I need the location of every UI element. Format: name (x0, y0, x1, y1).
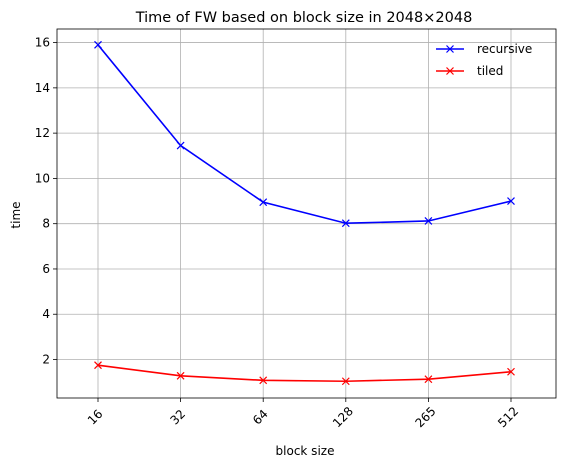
data-point-recursive (259, 198, 268, 207)
series-recursive (94, 40, 515, 228)
y-tick-label: 2 (42, 353, 50, 367)
y-tick-label: 12 (35, 126, 50, 140)
legend-item-recursive: recursive (436, 42, 532, 56)
y-tick-label: 8 (42, 217, 50, 231)
legend-marker (446, 67, 454, 75)
data-point-recursive (507, 197, 515, 205)
y-axis-label: time (9, 201, 23, 228)
series-tiled (94, 361, 515, 386)
grid-lines (57, 29, 556, 398)
data-point-recursive (424, 217, 433, 225)
y-tick-label: 6 (42, 262, 50, 276)
y-tick-label: 14 (35, 81, 50, 95)
x-axis-label: block size (276, 444, 335, 458)
data-point-tiled (259, 376, 268, 385)
series-line-recursive (97, 44, 512, 225)
chart-title: Time of FW based on block size in 2048×2… (135, 10, 473, 26)
y-tick-label: 10 (35, 171, 50, 185)
data-point-recursive (341, 219, 350, 228)
legend-label: tiled (477, 64, 503, 78)
data-point-tiled (94, 361, 102, 370)
data-point-tiled (424, 375, 433, 384)
y-tick-label: 16 (35, 36, 50, 50)
y-tick-label: 4 (42, 307, 50, 321)
legend-marker (446, 45, 454, 53)
legend: recursive tiled (436, 42, 532, 78)
legend-label: recursive (477, 42, 532, 56)
data-point-tiled (176, 371, 185, 380)
plot-area-frame (56, 28, 557, 399)
data-point-recursive (94, 40, 102, 49)
series-layer (94, 40, 515, 386)
data-point-tiled (341, 377, 350, 386)
data-point-tiled (507, 367, 515, 376)
legend-item-tiled: tiled (436, 64, 503, 78)
y-axis: 2 4 6 8 10 12 14 16 (35, 36, 57, 367)
data-point-recursive (176, 141, 185, 150)
series-line-tiled (97, 364, 512, 383)
